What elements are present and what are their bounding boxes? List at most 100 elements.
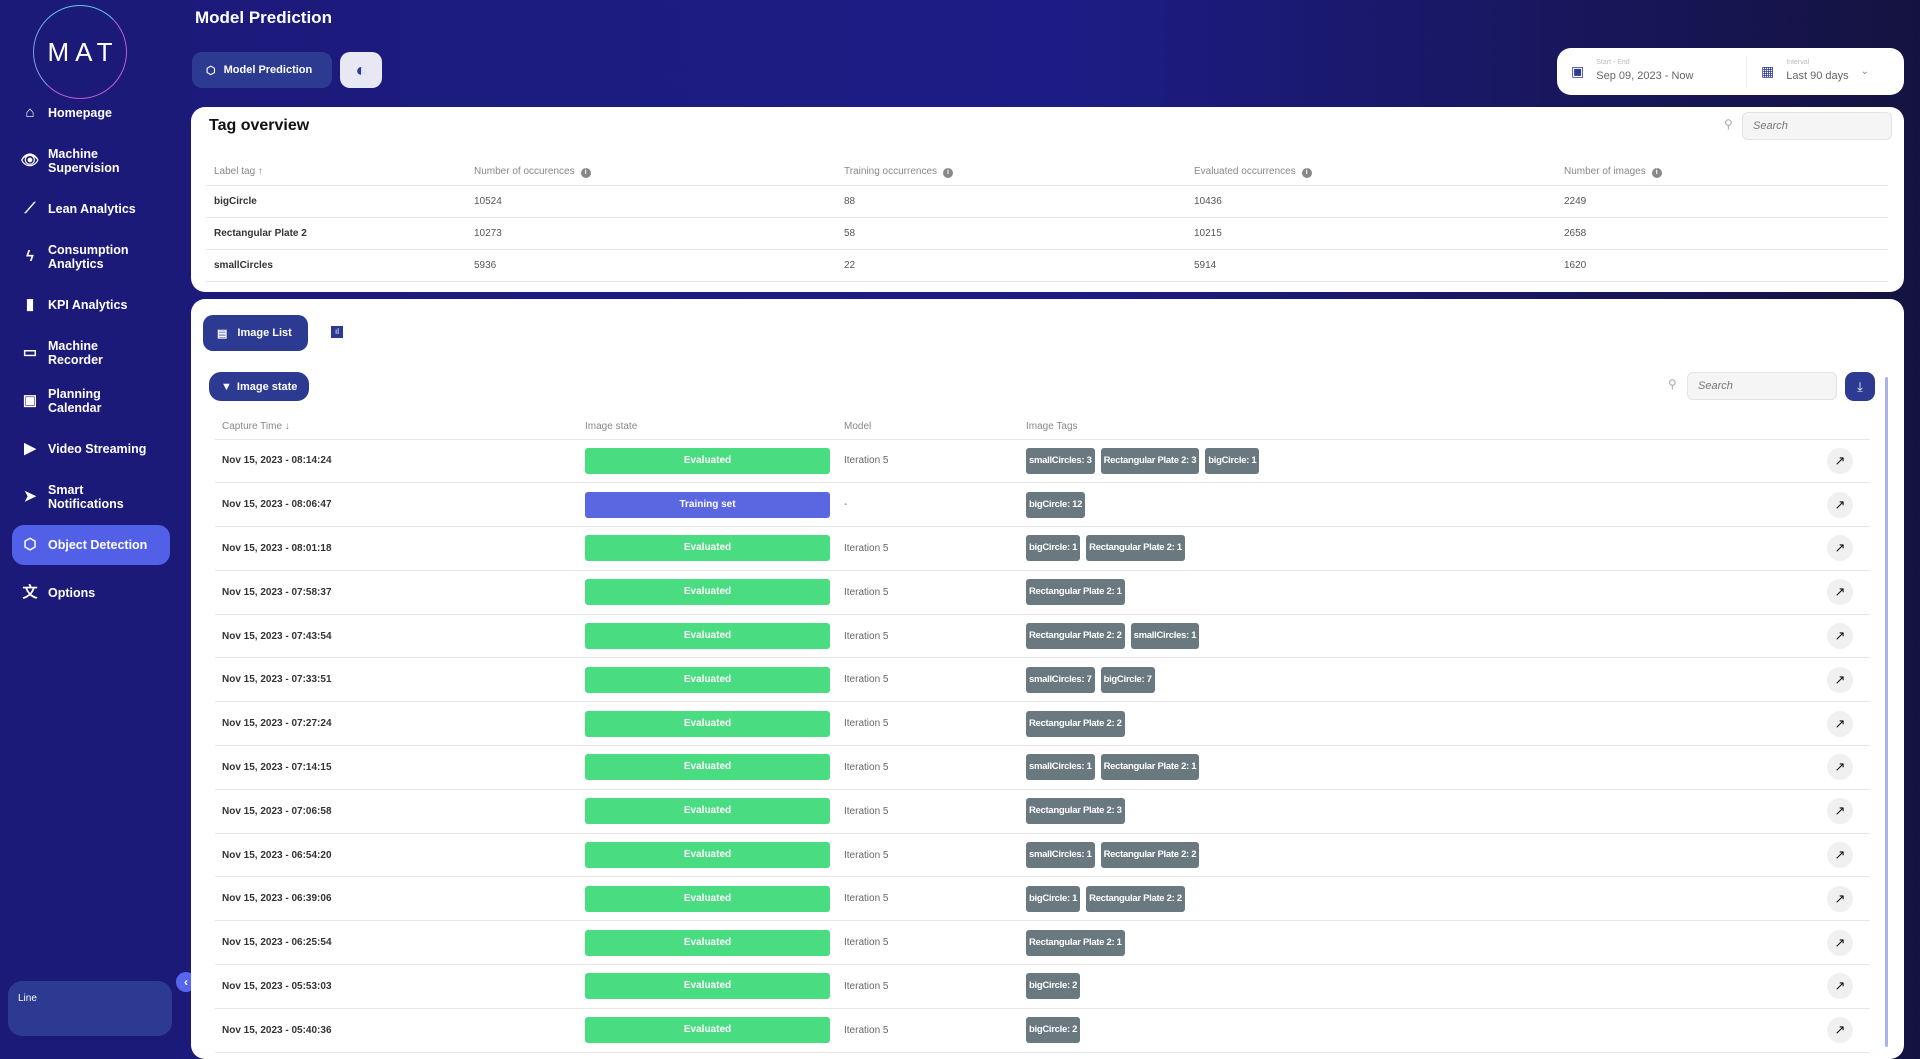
tag-badge: bigCircle: 1 <box>1026 535 1081 562</box>
tag-search-input[interactable] <box>1742 112 1892 140</box>
column-header[interactable]: Label tag ↑ <box>206 159 466 186</box>
open-image-button[interactable]: ↗ <box>1827 491 1853 518</box>
table-row[interactable]: Nov 15, 2023 - 06:25:54 Evaluated Iteratio… <box>215 920 1870 966</box>
brain-button[interactable]: ◐ <box>340 52 382 88</box>
column-header-label: Image state <box>585 420 638 432</box>
table-row[interactable]: Nov 15, 2023 - 07:43:54 Evaluated Iteratio… <box>215 614 1870 659</box>
sidebar-item-home[interactable]: ⌂ Homepage <box>12 93 170 133</box>
sidebar-item-object-detection[interactable]: ⬡ Object Detection <box>12 525 170 565</box>
tag-overview-title: Tag overview <box>209 117 310 134</box>
capture-time: Nov 15, 2023 - 07:27:24 <box>215 701 578 747</box>
table-row[interactable]: Nov 15, 2023 - 07:14:15 Evaluated Iteratio… <box>215 745 1870 790</box>
open-image-button[interactable]: ↗ <box>1827 447 1853 474</box>
table-row: bigCircle 10524 88 10436 2249 <box>206 185 1888 218</box>
column-header[interactable]: Capture Time ↓ <box>215 414 578 440</box>
open-image-button[interactable]: ↗ <box>1827 1017 1853 1044</box>
scrollbar[interactable] <box>1885 377 1888 1047</box>
actions: ↗ <box>1820 439 1870 484</box>
date-range-picker[interactable]: ▣ Start - End Sep 09, 2023 - Now <box>1557 55 1747 88</box>
table-cell: 5936 <box>466 249 836 282</box>
sidebar-item-play[interactable]: ▶ Video Streaming <box>12 429 170 469</box>
table-row[interactable]: Nov 15, 2023 - 07:33:51 Evaluated Iteratio… <box>215 657 1870 703</box>
image-tags: bigCircle: 1 Rectangular Plate 2: 1 <box>1019 526 1820 571</box>
table-row[interactable]: Nov 15, 2023 - 05:40:36 Evaluated Iteratio… <box>215 1008 1870 1053</box>
table-row[interactable]: Nov 15, 2023 - 05:53:03 Evaluated Iteratio… <box>215 964 1870 1009</box>
sidebar-item-label: Video Streaming <box>48 442 147 456</box>
table-row[interactable]: Nov 15, 2023 - 06:54:20 Evaluated Iteratio… <box>215 833 1870 878</box>
sidebar-item-bar-chart[interactable]: ▮ KPI Analytics <box>12 285 170 325</box>
column-header[interactable]: Number of occurences i <box>466 159 836 186</box>
open-image-button[interactable]: ↗ <box>1827 710 1853 737</box>
table-row[interactable]: Nov 15, 2023 - 08:06:47 Training set - bigC… <box>215 482 1870 528</box>
image-state-cell: Evaluated <box>578 920 837 966</box>
date-filter: ▣ Start - End Sep 09, 2023 - Now ▦ Interv… <box>1557 48 1904 95</box>
image-state-cell: Evaluated <box>578 1008 837 1053</box>
sidebar-item-calendar[interactable]: ▣ Planning Calendar <box>12 381 170 421</box>
object-detection-icon: ⬡ <box>206 64 216 77</box>
calendar-icon: ▣ <box>22 392 38 409</box>
tab-statistics[interactable]: ıl <box>331 326 343 338</box>
image-tags: Rectangular Plate 2: 3 <box>1019 789 1820 834</box>
image-tags: bigCircle: 12 <box>1019 482 1820 528</box>
open-in-new-icon: ↗ <box>1834 540 1846 556</box>
open-image-button[interactable]: ↗ <box>1827 929 1853 956</box>
tag-badge: Rectangular Plate 2: 2 <box>1086 885 1185 912</box>
table-row[interactable]: Nov 15, 2023 - 07:06:58 Evaluated Iteratio… <box>215 789 1870 834</box>
image-state-badge: Evaluated <box>585 535 830 562</box>
model-prediction-button[interactable]: ⬡ Model Prediction <box>192 52 332 88</box>
sidebar-item-label: Planning Calendar <box>48 387 102 415</box>
table-row[interactable]: Nov 15, 2023 - 08:14:24 Evaluated Iteratio… <box>215 439 1870 484</box>
model: Iteration 5 <box>837 657 1019 703</box>
image-state-filter-button[interactable]: ▼ Image state <box>209 372 309 401</box>
interval-select[interactable]: ▦ Interval Last 90 days ⌄ <box>1747 59 1904 84</box>
open-image-button[interactable]: ↗ <box>1827 579 1853 606</box>
image-state-cell: Evaluated <box>578 964 837 1009</box>
tag-badge: Rectangular Plate 2: 2 <box>1026 623 1125 650</box>
table-row[interactable]: Nov 15, 2023 - 07:58:37 Evaluated Iteratio… <box>215 570 1870 615</box>
image-state-badge: Evaluated <box>585 798 830 825</box>
tag-badge: bigCircle: 1 <box>1026 885 1081 912</box>
sidebar-item-send[interactable]: ➤ Smart Notifications <box>12 477 170 517</box>
line-selector[interactable]: Line <box>8 981 172 1036</box>
table-row[interactable]: Nov 15, 2023 - 07:27:24 Evaluated Iteratio… <box>215 701 1870 747</box>
sidebar-item-eye[interactable]: 👁 Machine Supervision <box>12 141 170 181</box>
image-tags: bigCircle: 2 <box>1019 964 1820 1009</box>
open-in-new-icon: ↗ <box>1834 803 1846 819</box>
tag-badge: Rectangular Plate 2: 1 <box>1086 535 1185 562</box>
sidebar-item-trend[interactable]: ⟋ Lean Analytics <box>12 189 170 229</box>
column-header[interactable]: Number of images i <box>1556 159 1888 186</box>
table-row[interactable]: Nov 15, 2023 - 06:39:06 Evaluated Iteratio… <box>215 876 1870 922</box>
image-tags: Rectangular Plate 2: 1 <box>1019 920 1820 966</box>
tag-badge: Rectangular Plate 2: 1 <box>1026 579 1125 606</box>
image-tags: smallCircles: 1 Rectangular Plate 2: 2 <box>1019 833 1820 878</box>
open-image-button[interactable]: ↗ <box>1827 973 1853 1000</box>
image-state-badge: Evaluated <box>585 973 830 1000</box>
open-in-new-icon: ↗ <box>1834 978 1846 994</box>
model: Iteration 5 <box>837 439 1019 484</box>
actions: ↗ <box>1820 570 1870 615</box>
open-image-button[interactable]: ↗ <box>1827 885 1853 912</box>
open-image-button[interactable]: ↗ <box>1827 623 1853 650</box>
capture-time: Nov 15, 2023 - 05:40:36 <box>215 1008 578 1053</box>
sidebar-item-label: KPI Analytics <box>48 298 128 312</box>
model: Iteration 5 <box>837 526 1019 571</box>
actions: ↗ <box>1820 964 1870 1009</box>
sidebar-item-translate[interactable]: 文 Options <box>12 573 170 613</box>
table-cell: 22 <box>836 249 1186 282</box>
sidebar-item-label: Consumption Analytics <box>48 243 129 271</box>
open-image-button[interactable]: ↗ <box>1827 798 1853 825</box>
open-image-button[interactable]: ↗ <box>1827 535 1853 562</box>
download-button[interactable]: ⤓ <box>1845 372 1875 401</box>
sidebar-item-bolt[interactable]: ϟ Consumption Analytics <box>12 237 170 277</box>
open-image-button[interactable]: ↗ <box>1827 754 1853 781</box>
column-header[interactable]: Training occurrences i <box>836 159 1186 186</box>
sidebar-item-recorder[interactable]: ▭ Machine Recorder <box>12 333 170 373</box>
open-image-button[interactable]: ↗ <box>1827 842 1853 869</box>
tab-image-list[interactable]: ▤ Image List <box>203 315 308 351</box>
column-header[interactable]: Evaluated occurrences i <box>1186 159 1556 186</box>
image-search-input[interactable] <box>1687 372 1837 400</box>
image-state-cell: Evaluated <box>578 701 837 747</box>
download-icon: ⤓ <box>1857 378 1863 394</box>
open-image-button[interactable]: ↗ <box>1827 666 1853 693</box>
table-row[interactable]: Nov 15, 2023 - 08:01:18 Evaluated Iteratio… <box>215 526 1870 571</box>
